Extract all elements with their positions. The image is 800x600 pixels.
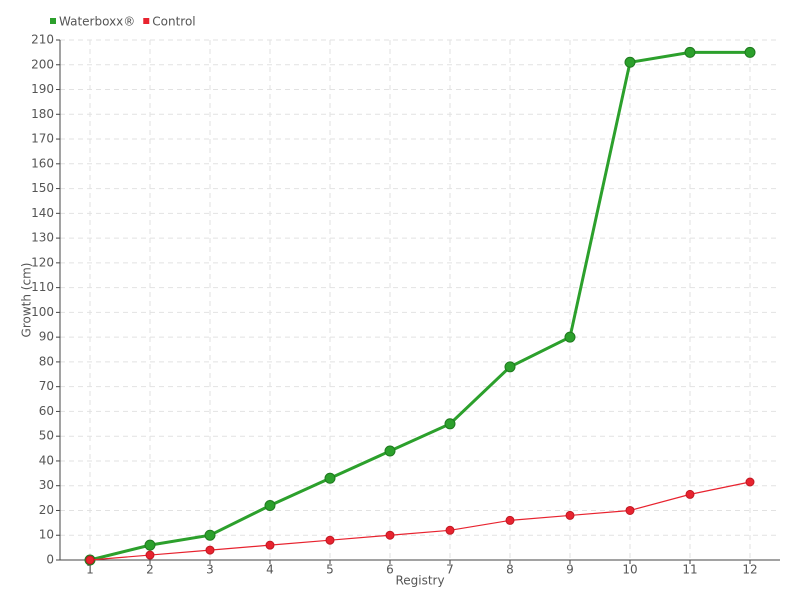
y-axis-label: Growth (cm)	[20, 263, 34, 338]
y-tick-label: 10	[39, 528, 54, 542]
data-point	[505, 515, 515, 525]
x-tick-label: 9	[566, 563, 574, 577]
data-point	[144, 539, 156, 551]
data-point	[624, 56, 636, 68]
x-tick-label: 8	[506, 563, 514, 577]
data-point	[744, 46, 756, 58]
data-point	[325, 535, 335, 545]
y-tick-label: 0	[46, 553, 54, 567]
y-tick-label: 70	[39, 379, 54, 393]
x-tick-label: 10	[622, 563, 637, 577]
data-point	[145, 550, 155, 560]
data-point	[745, 477, 755, 487]
x-tick-label: 3	[206, 563, 214, 577]
y-tick-label: 90	[39, 330, 54, 344]
data-point	[444, 418, 456, 430]
y-tick-label: 140	[31, 206, 54, 220]
y-tick-label: 120	[31, 255, 54, 269]
y-tick-label: 180	[31, 107, 54, 121]
data-point	[264, 500, 276, 512]
y-tick-label: 200	[31, 57, 54, 71]
data-point	[625, 505, 635, 515]
data-point	[384, 445, 396, 457]
data-point	[504, 361, 516, 373]
y-tick-label: 210	[31, 33, 54, 47]
x-tick-label: 6	[386, 563, 394, 577]
y-tick-label: 30	[39, 478, 54, 492]
y-tick-label: 40	[39, 453, 54, 467]
x-tick-label: 12	[742, 563, 757, 577]
data-point	[685, 489, 695, 499]
data-point	[445, 525, 455, 535]
x-tick-label: 4	[266, 563, 274, 577]
data-point	[85, 555, 95, 565]
legend-swatch	[143, 18, 150, 24]
data-point	[564, 331, 576, 343]
y-tick-label: 150	[31, 181, 54, 195]
y-tick-label: 80	[39, 354, 54, 368]
legend-swatch	[50, 18, 56, 24]
y-tick-label: 100	[31, 305, 54, 319]
x-tick-label: 7	[446, 563, 454, 577]
series-line	[89, 50, 750, 562]
y-tick-label: 60	[39, 404, 54, 418]
y-tick-label: 50	[39, 429, 54, 443]
legend-label: Waterboxx®	[59, 15, 135, 29]
x-tick-label: 11	[682, 563, 697, 577]
data-point	[204, 529, 216, 541]
y-tick-label: 130	[31, 231, 54, 245]
data-point	[324, 472, 336, 484]
data-point	[265, 540, 275, 550]
y-tick-label: 190	[31, 82, 54, 96]
y-tick-label: 160	[31, 156, 54, 170]
x-axis-label: Registry	[395, 574, 444, 588]
x-tick-label: 5	[326, 563, 334, 577]
series-line	[89, 481, 751, 561]
y-tick-label: 20	[39, 503, 54, 517]
y-tick-label: 170	[31, 132, 54, 146]
data-point	[205, 545, 215, 555]
x-tick-label: 2	[146, 563, 154, 577]
data-point	[385, 530, 395, 540]
y-tick-label: 110	[31, 280, 54, 294]
legend-label: Control	[152, 15, 195, 29]
data-point	[684, 46, 696, 58]
data-point	[565, 510, 575, 520]
x-tick-label: 1	[86, 563, 94, 577]
